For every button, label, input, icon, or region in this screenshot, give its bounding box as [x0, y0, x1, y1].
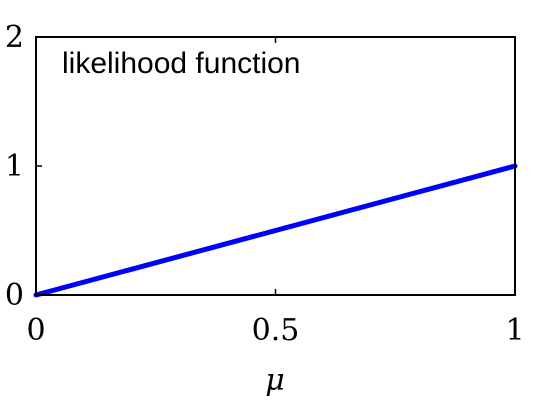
- x-tick-label: 0.5: [252, 313, 300, 348]
- plot-area: [36, 37, 515, 295]
- y-tick-label: 2: [5, 20, 24, 55]
- x-tick-labels: 0 0.5 1: [26, 313, 524, 348]
- plot-frame: [35, 36, 516, 296]
- series-group: [33, 163, 518, 298]
- x-tick-label: 1: [505, 313, 524, 348]
- y-tick-labels: 0 1 2: [5, 20, 24, 313]
- y-tick-label: 1: [5, 149, 24, 184]
- series-line: [33, 163, 518, 298]
- x-axis-label: μ: [265, 363, 285, 398]
- chart-annotation: likelihood function: [62, 47, 301, 80]
- x-tick-label: 0: [26, 313, 45, 348]
- y-tick-label: 0: [5, 278, 24, 313]
